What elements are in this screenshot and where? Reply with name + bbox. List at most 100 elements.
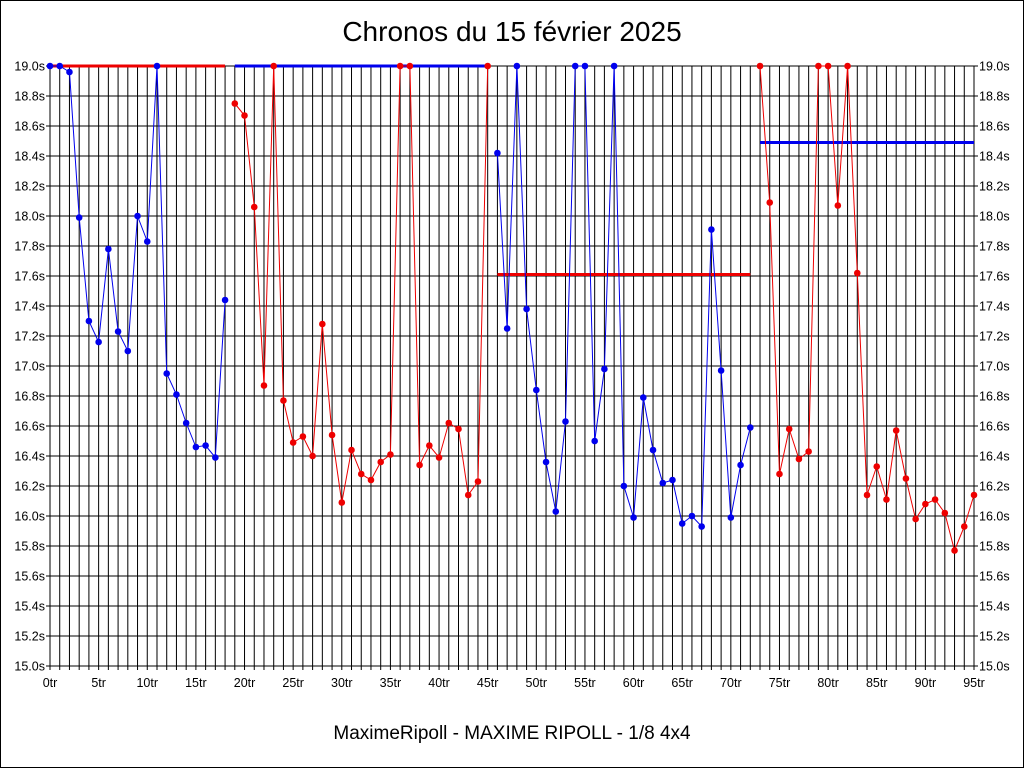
data-point xyxy=(105,245,112,253)
x-tick-label: 20tr xyxy=(234,676,256,690)
data-point xyxy=(426,442,433,449)
data-point xyxy=(212,454,219,461)
x-tick-label: 25tr xyxy=(282,676,304,690)
y-tick-label-left: 15.4s xyxy=(14,600,45,614)
data-point xyxy=(601,365,608,373)
data-point xyxy=(717,367,725,374)
y-tick-label-left: 15.8s xyxy=(14,540,45,554)
y-tick-label-right: 15.4s xyxy=(979,600,1010,614)
data-point xyxy=(231,100,239,107)
x-tick-label: 70tr xyxy=(720,676,742,690)
y-tick-label-right: 17.6s xyxy=(979,270,1010,284)
y-tick-label-right: 15.8s xyxy=(979,540,1010,554)
y-tick-label-right: 18.4s xyxy=(979,150,1010,164)
data-point xyxy=(581,62,589,70)
data-point xyxy=(85,317,93,325)
y-tick-label-right: 18.8s xyxy=(979,90,1010,104)
data-point xyxy=(338,499,346,506)
x-tick-label: 45tr xyxy=(477,676,499,690)
data-point xyxy=(620,482,628,490)
y-tick-label-left: 19.0s xyxy=(14,60,45,74)
data-point xyxy=(853,269,861,277)
data-point xyxy=(640,394,647,401)
data-point xyxy=(309,452,316,460)
data-point xyxy=(951,547,958,554)
data-point xyxy=(669,476,676,484)
data-point xyxy=(357,470,365,478)
data-point xyxy=(902,475,910,482)
x-tick-label: 35tr xyxy=(380,676,402,690)
data-point xyxy=(75,214,83,221)
data-point xyxy=(659,479,667,487)
data-point xyxy=(202,442,209,449)
y-tick-label-left: 17.2s xyxy=(14,330,45,344)
data-point xyxy=(435,454,443,461)
y-tick-label-left: 15.0s xyxy=(14,660,45,674)
data-point xyxy=(396,62,404,70)
data-point xyxy=(571,62,579,70)
data-point xyxy=(406,62,414,70)
data-point xyxy=(280,397,287,404)
y-tick-label-right: 17.8s xyxy=(979,240,1010,254)
y-tick-label-left: 17.4s xyxy=(14,300,45,314)
data-point xyxy=(474,478,482,485)
y-tick-label-left: 17.6s xyxy=(14,270,45,284)
data-point xyxy=(834,202,842,209)
y-tick-label-right: 16.2s xyxy=(979,480,1010,494)
data-point xyxy=(513,62,521,70)
y-tick-label-right: 16.4s xyxy=(979,450,1010,464)
data-point xyxy=(941,509,949,517)
data-point xyxy=(445,419,453,427)
data-point xyxy=(153,62,161,70)
x-tick-label: 85tr xyxy=(866,676,888,690)
data-point xyxy=(348,446,355,454)
y-tick-label-left: 18.8s xyxy=(14,90,45,104)
data-point xyxy=(182,419,190,427)
y-tick-label-right: 17.2s xyxy=(979,330,1010,344)
data-point xyxy=(552,508,560,515)
data-point xyxy=(134,212,141,220)
data-point xyxy=(367,476,375,484)
data-point xyxy=(319,320,326,328)
y-tick-label-right: 18.0s xyxy=(979,210,1010,224)
y-tick-label-right: 18.6s xyxy=(979,120,1010,134)
y-tick-label-right: 16.6s xyxy=(979,420,1010,434)
data-point xyxy=(387,451,394,458)
data-point xyxy=(649,446,657,454)
y-tick-label-right: 16.8s xyxy=(979,390,1010,404)
x-tick-label: 40tr xyxy=(428,676,450,690)
y-tick-label-left: 16.2s xyxy=(14,480,45,494)
data-point xyxy=(630,514,637,521)
x-tick-label: 65tr xyxy=(671,676,693,690)
data-point xyxy=(562,418,569,425)
data-point xyxy=(56,62,64,70)
x-tick-label: 90tr xyxy=(915,676,937,690)
data-point xyxy=(299,433,307,440)
data-point xyxy=(163,370,171,377)
data-point xyxy=(173,391,180,398)
data-point xyxy=(756,62,764,70)
chart-title: Chronos du 15 février 2025 xyxy=(342,16,682,47)
y-tick-label-right: 17.4s xyxy=(979,300,1010,314)
data-point xyxy=(533,386,540,394)
data-point xyxy=(455,425,462,433)
data-point xyxy=(805,448,812,455)
data-point xyxy=(46,62,54,70)
data-point xyxy=(66,68,73,76)
data-point xyxy=(416,461,423,469)
data-point xyxy=(241,112,248,119)
y-tick-label-left: 17.8s xyxy=(14,240,45,254)
y-tick-label-right: 15.6s xyxy=(979,570,1010,584)
data-point xyxy=(785,425,793,433)
data-point xyxy=(863,491,871,499)
data-point xyxy=(143,238,151,245)
y-tick-label-right: 17.0s xyxy=(979,360,1010,374)
y-tick-label-left: 18.4s xyxy=(14,150,45,164)
data-point xyxy=(678,520,686,527)
data-point xyxy=(698,523,705,530)
y-tick-label-left: 15.2s xyxy=(14,630,45,644)
data-point xyxy=(610,62,618,70)
y-tick-label-right: 16.0s xyxy=(979,510,1010,524)
data-point xyxy=(931,496,939,503)
